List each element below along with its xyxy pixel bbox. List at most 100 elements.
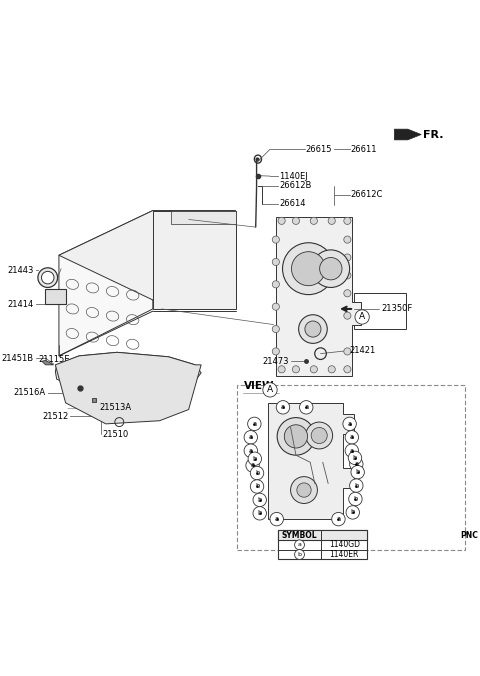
Circle shape bbox=[349, 458, 363, 470]
Circle shape bbox=[295, 550, 304, 560]
Text: 26612C: 26612C bbox=[350, 191, 383, 199]
Circle shape bbox=[306, 422, 333, 449]
Text: 21350F: 21350F bbox=[381, 304, 412, 314]
Circle shape bbox=[344, 366, 351, 373]
Circle shape bbox=[348, 451, 362, 464]
Circle shape bbox=[38, 268, 58, 287]
Text: a: a bbox=[336, 516, 340, 522]
Circle shape bbox=[248, 417, 261, 431]
Circle shape bbox=[278, 366, 285, 373]
Circle shape bbox=[305, 321, 321, 337]
Bar bbox=[354, 293, 406, 329]
Circle shape bbox=[251, 480, 264, 493]
Text: 21443: 21443 bbox=[8, 266, 34, 274]
Text: a: a bbox=[275, 516, 279, 522]
Circle shape bbox=[344, 272, 351, 279]
Circle shape bbox=[41, 271, 54, 284]
Circle shape bbox=[344, 254, 351, 261]
Text: a: a bbox=[249, 434, 253, 440]
Text: 21512: 21512 bbox=[42, 412, 68, 420]
Text: b: b bbox=[258, 510, 262, 516]
Circle shape bbox=[345, 444, 359, 458]
Text: 21473: 21473 bbox=[262, 357, 289, 366]
Circle shape bbox=[292, 217, 300, 224]
Polygon shape bbox=[55, 352, 201, 393]
Circle shape bbox=[328, 217, 336, 224]
Bar bbox=[278, 530, 368, 540]
Text: 26614: 26614 bbox=[279, 199, 305, 208]
Circle shape bbox=[310, 217, 317, 224]
Text: 21414: 21414 bbox=[8, 300, 34, 309]
Circle shape bbox=[345, 431, 359, 444]
Circle shape bbox=[251, 466, 264, 480]
Text: a: a bbox=[304, 404, 308, 410]
Text: 21115E: 21115E bbox=[38, 355, 70, 364]
Text: 21421: 21421 bbox=[349, 346, 376, 355]
Circle shape bbox=[295, 540, 304, 550]
Circle shape bbox=[248, 452, 262, 466]
Text: PNC: PNC bbox=[460, 531, 479, 539]
Circle shape bbox=[292, 366, 300, 373]
Polygon shape bbox=[395, 129, 421, 140]
Circle shape bbox=[344, 290, 351, 297]
Circle shape bbox=[283, 243, 335, 295]
Text: b: b bbox=[255, 470, 259, 476]
Text: a: a bbox=[298, 542, 301, 548]
Text: VIEW: VIEW bbox=[244, 381, 275, 391]
Circle shape bbox=[284, 425, 308, 448]
Text: FR.: FR. bbox=[423, 130, 444, 139]
Text: a: a bbox=[249, 448, 253, 454]
Text: SYMBOL: SYMBOL bbox=[282, 531, 317, 539]
Text: b: b bbox=[353, 455, 357, 461]
Polygon shape bbox=[268, 403, 354, 519]
Circle shape bbox=[343, 417, 356, 431]
Circle shape bbox=[278, 217, 285, 224]
Circle shape bbox=[270, 512, 283, 526]
Bar bbox=[171, 210, 236, 224]
Circle shape bbox=[253, 506, 266, 520]
Text: A: A bbox=[359, 312, 365, 322]
Circle shape bbox=[244, 431, 257, 444]
Circle shape bbox=[311, 427, 327, 443]
Text: a: a bbox=[350, 448, 354, 454]
Text: 21516A: 21516A bbox=[14, 388, 46, 397]
Bar bbox=[278, 530, 368, 559]
Text: a: a bbox=[350, 434, 354, 440]
Text: b: b bbox=[252, 456, 257, 462]
Circle shape bbox=[272, 258, 279, 266]
Text: a: a bbox=[281, 404, 285, 410]
Circle shape bbox=[272, 236, 279, 243]
Circle shape bbox=[290, 477, 317, 504]
Bar bbox=[45, 289, 66, 304]
Circle shape bbox=[300, 401, 313, 414]
Circle shape bbox=[351, 466, 364, 479]
Circle shape bbox=[355, 310, 369, 324]
Polygon shape bbox=[42, 360, 54, 365]
Circle shape bbox=[272, 348, 279, 355]
Circle shape bbox=[272, 281, 279, 288]
Text: b: b bbox=[354, 483, 359, 489]
Circle shape bbox=[297, 483, 311, 498]
Circle shape bbox=[320, 258, 342, 280]
Text: 1140ER: 1140ER bbox=[330, 550, 359, 559]
Text: a: a bbox=[348, 421, 352, 427]
Text: b: b bbox=[298, 552, 301, 557]
Circle shape bbox=[346, 506, 360, 519]
Text: b: b bbox=[258, 497, 262, 503]
Text: b: b bbox=[356, 469, 360, 475]
Circle shape bbox=[272, 325, 279, 333]
Circle shape bbox=[344, 348, 351, 355]
Circle shape bbox=[272, 303, 279, 310]
Text: a: a bbox=[251, 462, 254, 468]
Text: b: b bbox=[353, 496, 358, 502]
Text: b: b bbox=[350, 510, 355, 515]
Text: 21451B: 21451B bbox=[2, 354, 34, 362]
Circle shape bbox=[310, 366, 317, 373]
Text: 1140GD: 1140GD bbox=[329, 540, 360, 550]
Circle shape bbox=[291, 251, 325, 286]
Polygon shape bbox=[153, 210, 236, 309]
Circle shape bbox=[348, 492, 362, 506]
Text: 21513A: 21513A bbox=[99, 404, 132, 412]
Circle shape bbox=[299, 315, 327, 343]
Circle shape bbox=[349, 479, 363, 492]
